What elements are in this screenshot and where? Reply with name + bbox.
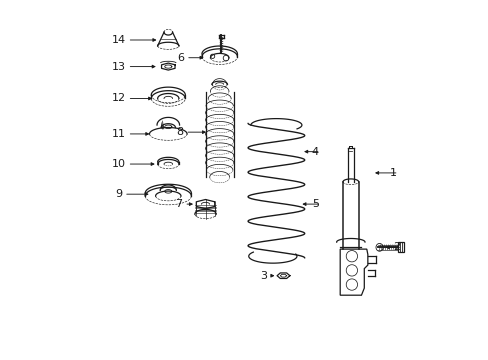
Text: 8: 8 xyxy=(176,127,183,137)
Text: 4: 4 xyxy=(311,147,318,157)
Text: 6: 6 xyxy=(177,53,184,63)
Text: 10: 10 xyxy=(112,159,125,169)
Text: 3: 3 xyxy=(260,271,267,281)
Text: 2: 2 xyxy=(392,242,400,252)
Text: 12: 12 xyxy=(111,94,125,103)
Text: 13: 13 xyxy=(112,62,125,72)
Text: 14: 14 xyxy=(111,35,125,45)
Text: 1: 1 xyxy=(389,168,396,178)
Text: 11: 11 xyxy=(112,129,125,139)
Text: 5: 5 xyxy=(311,199,318,209)
Text: 9: 9 xyxy=(115,189,122,199)
Text: 7: 7 xyxy=(175,199,182,209)
